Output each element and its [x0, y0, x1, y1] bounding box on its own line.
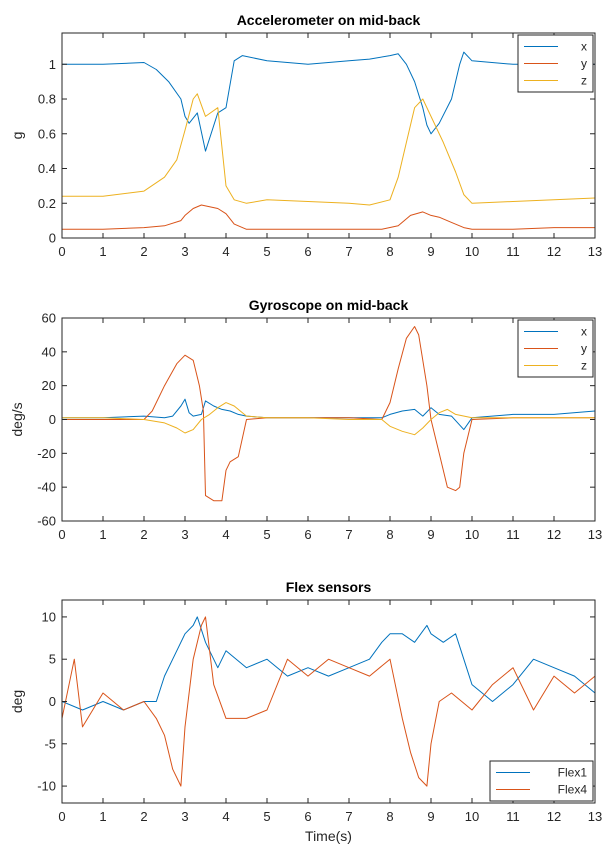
- chart3-ytick-label: 5: [49, 652, 56, 667]
- chart2-xtick-label: 10: [465, 527, 479, 542]
- chart1-series-y-line: [62, 204, 595, 230]
- chart2-xtick-label: 12: [547, 527, 561, 542]
- chart3-xtick-label: 0: [58, 809, 65, 824]
- chart1-xtick-label: 11: [506, 244, 520, 259]
- chart3-legend-label-flex1: Flex1: [558, 766, 588, 780]
- chart3-xtick-label: 12: [547, 809, 561, 824]
- chart3-legend-box: [489, 760, 594, 802]
- chart1-xtick-label: 9: [427, 244, 434, 259]
- chart3-xtick-label: 11: [506, 809, 520, 824]
- chart3-legend-label-flex4: Flex4: [558, 783, 588, 797]
- chart2-legend-label-x: x: [581, 325, 587, 339]
- chart3-ytick-label: 0: [49, 694, 56, 709]
- chart1-plot-area: [62, 33, 595, 238]
- chart3-xlabel: Time(s): [305, 828, 352, 844]
- chart2-ytick-label: -60: [37, 514, 56, 529]
- chart2-xtick-label: 7: [345, 527, 352, 542]
- chart1-legend-label-y: y: [581, 57, 587, 71]
- chart1-ytick-label: 0.8: [38, 92, 56, 107]
- chart1-title: Accelerometer on mid-back: [237, 12, 421, 28]
- chart2-xtick-label: 6: [304, 527, 311, 542]
- chart2-legend-label-z: z: [581, 359, 587, 373]
- chart2-ytick-label: -20: [37, 446, 56, 461]
- chart3-xtick-label: 13: [588, 809, 602, 824]
- chart1-xtick-label: 7: [345, 244, 352, 259]
- chart2-xtick-label: 11: [506, 527, 520, 542]
- chart2-ytick-label: 0: [49, 412, 56, 427]
- chart1-xtick-label: 1: [99, 244, 106, 259]
- chart2-xtick-label: 5: [263, 527, 270, 542]
- chart1-series-x-line: [62, 51, 595, 152]
- chart1-xtick-label: 4: [222, 244, 229, 259]
- chart2-ylabel: deg/s: [9, 402, 25, 436]
- chart2-ytick-label: 40: [42, 344, 56, 359]
- chart3-xtick-label: 6: [304, 809, 311, 824]
- chart3-xtick-label: 1: [99, 809, 106, 824]
- chart3-ytick-label: 10: [42, 609, 56, 624]
- chart3-title: Flex sensors: [286, 579, 372, 595]
- chart2-ytick-label: 20: [42, 378, 56, 393]
- chart2-xtick-label: 4: [222, 527, 229, 542]
- chart1-ytick-label: 0.4: [38, 161, 56, 176]
- chart1-xtick-label: 2: [140, 244, 147, 259]
- chart3-xtick-label: 9: [427, 809, 434, 824]
- chart1-ytick-label: 0.6: [38, 126, 56, 141]
- chart2-plot-area: [62, 318, 595, 521]
- chart2-xtick-label: 2: [140, 527, 147, 542]
- chart2-legend-label-y: y: [581, 342, 587, 356]
- chart1-xtick-label: 6: [304, 244, 311, 259]
- chart2-xtick-label: 3: [181, 527, 188, 542]
- chart3-ytick-label: -10: [37, 779, 56, 794]
- chart2-xtick-label: 0: [58, 527, 65, 542]
- chart3-ylabel: deg: [9, 690, 25, 713]
- chart1-series-z-line: [62, 93, 595, 206]
- chart1-xtick-label: 3: [181, 244, 188, 259]
- chart2-xtick-label: 9: [427, 527, 434, 542]
- chart3-ytick-label: -5: [44, 736, 56, 751]
- chart2-ytick-label: -40: [37, 480, 56, 495]
- chart1-xtick-label: 5: [263, 244, 270, 259]
- chart3-xtick-label: 8: [386, 809, 393, 824]
- chart1-ytick-label: 0: [49, 231, 56, 246]
- chart2-title: Gyroscope on mid-back: [249, 297, 409, 313]
- chart1-legend-label-x: x: [581, 40, 587, 54]
- chart2-xtick-label: 8: [386, 527, 393, 542]
- chart3-series-flex4-line: [62, 616, 595, 787]
- chart3-xtick-label: 5: [263, 809, 270, 824]
- chart1-axes-box: [61, 32, 596, 239]
- chart2-series-z-line: [62, 402, 595, 436]
- chart3-xtick-label: 4: [222, 809, 229, 824]
- chart2-ytick-label: 60: [42, 311, 56, 326]
- chart1-legend-label-z: z: [581, 74, 587, 88]
- chart1-xtick-label: 10: [465, 244, 479, 259]
- chart1-ylabel: g: [9, 132, 25, 140]
- chart3-xtick-label: 7: [345, 809, 352, 824]
- chart1-xtick-label: 0: [58, 244, 65, 259]
- chart3-xtick-label: 3: [181, 809, 188, 824]
- chart3-xtick-label: 10: [465, 809, 479, 824]
- chart3-series-flex1-line: [62, 616, 595, 711]
- chart1-xtick-label: 8: [386, 244, 393, 259]
- chart3-xtick-label: 2: [140, 809, 147, 824]
- chart1-xtick-label: 13: [588, 244, 602, 259]
- chart1-xtick-label: 12: [547, 244, 561, 259]
- chart2-xtick-label: 13: [588, 527, 602, 542]
- chart1-ytick-label: 0.2: [38, 196, 56, 211]
- chart2-xtick-label: 1: [99, 527, 106, 542]
- chart1-ytick-label: 1: [49, 57, 56, 72]
